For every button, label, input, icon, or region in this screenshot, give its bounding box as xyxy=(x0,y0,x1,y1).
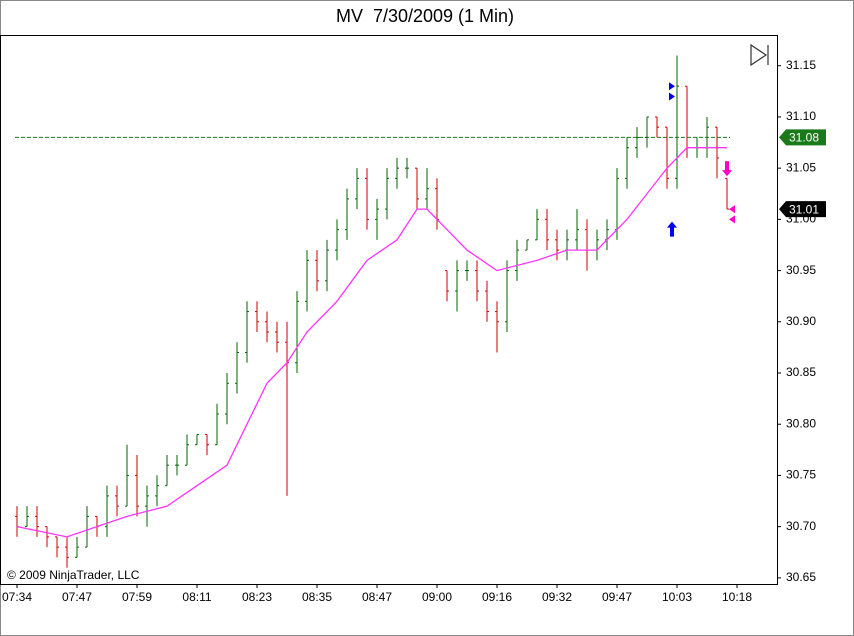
plot-frame xyxy=(0,35,778,585)
signal-right xyxy=(669,82,675,91)
y-tick-label: 30.90 xyxy=(786,314,816,328)
y-tick-label: 30.75 xyxy=(786,468,816,482)
x-tick-label: 10:03 xyxy=(662,590,692,604)
x-tick-label: 08:35 xyxy=(302,590,332,604)
x-tick-label: 07:47 xyxy=(62,590,92,604)
x-tick-label: 09:16 xyxy=(482,590,512,604)
x-tick-label: 08:23 xyxy=(242,590,272,604)
y-tick-label: 30.95 xyxy=(786,263,816,277)
x-tick-label: 10:18 xyxy=(722,590,752,604)
price-tag xyxy=(779,129,826,146)
copyright: © 2009 NinjaTrader, LLC xyxy=(7,568,140,582)
y-tick-label: 31.10 xyxy=(786,109,816,123)
x-tick-label: 09:32 xyxy=(542,590,572,604)
signal-left xyxy=(729,215,735,224)
price-tag-label: 31.01 xyxy=(789,202,819,216)
nav-icon xyxy=(750,43,769,67)
y-tick-label: 30.65 xyxy=(786,570,816,584)
x-tick-label: 08:11 xyxy=(182,590,211,604)
y-tick-label: 30.80 xyxy=(786,416,816,430)
y-tick-label: 30.70 xyxy=(786,519,816,533)
price-tag xyxy=(779,201,826,218)
y-tick-label: 31.15 xyxy=(786,58,816,72)
y-tick-label: 30.85 xyxy=(786,365,816,379)
moving-average xyxy=(16,147,727,538)
signal-right xyxy=(669,92,675,101)
y-tick-label: 31.05 xyxy=(786,160,816,174)
x-tick-label: 09:00 xyxy=(422,590,452,604)
chart-title: MV 7/30/2009 (1 Min) xyxy=(336,6,514,26)
price-tag-label: 31.08 xyxy=(789,131,819,145)
signal-down xyxy=(722,161,732,177)
signal-left xyxy=(729,205,735,214)
x-tick-label: 08:47 xyxy=(362,590,392,604)
signal-up xyxy=(667,221,677,237)
x-tick-label: 07:34 xyxy=(2,590,32,604)
x-tick-label: 09:47 xyxy=(602,590,632,604)
x-tick-label: 07:59 xyxy=(122,590,152,604)
